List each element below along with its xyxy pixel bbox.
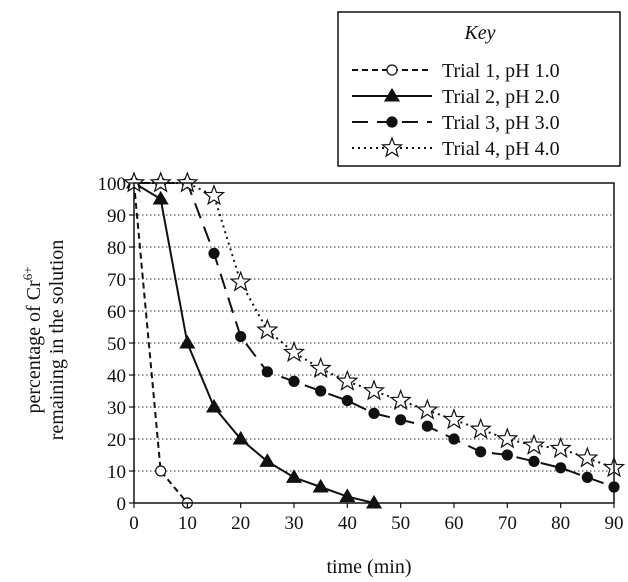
legend-marker-trial-2 [383,87,401,102]
data-point-trial-3 [421,420,433,432]
x-tick-label: 0 [129,513,139,534]
data-point-trial-4 [309,356,332,379]
y-tick-label: 90 [107,206,126,227]
data-point-trial-4 [469,417,492,439]
data-point-trial-1 [155,465,167,477]
data-point-trial-3 [501,449,513,461]
x-axis-label: time (min) [327,556,412,578]
y-axis-label: percentage of Cr6+ remaining in the solu… [20,240,68,441]
legend-label-trial-2: Trial 2, pH 2.0 [442,86,560,108]
data-point-trial-2 [232,430,249,445]
legend-title: Key [463,22,495,44]
legend-label-trial-4: Trial 4, pH 4.0 [442,138,560,160]
data-point-trial-3 [288,375,300,387]
x-tick-label: 80 [551,513,570,534]
grid-lines [134,214,614,472]
data-point-trial-4 [282,340,306,363]
data-point-trial-2 [312,478,329,493]
data-point-trial-4 [149,171,172,193]
data-point-trial-4 [362,379,386,401]
data-point-trial-4 [416,398,439,420]
y-tick-label: 70 [107,270,126,291]
data-point-trial-4 [522,433,546,455]
series-line-trial-3 [134,182,615,488]
y-tick-label: 20 [107,430,126,451]
y-axis-label-line2: remaining in the solution [46,240,68,441]
data-point-trial-3 [448,433,460,445]
legend-label-trial-3: Trial 3, pH 3.0 [442,112,560,134]
data-point-trial-4 [336,369,359,391]
y-tick-label: 0 [117,494,127,515]
data-point-trial-4 [549,436,572,459]
x-tick-label: 20 [231,513,250,534]
y-tick-label: 100 [98,174,127,195]
y-tick-label: 30 [107,398,126,419]
legend-marker-trial-1 [386,64,398,76]
y-tick-label: 40 [107,366,126,387]
data-point-trial-4 [496,427,519,449]
data-point-trial-2 [152,190,169,205]
y-tick-label: 50 [107,334,126,355]
data-point-trial-3 [315,385,327,397]
data-point-trial-2 [285,469,303,483]
x-tick-label: 50 [391,513,410,534]
x-tick-label: 40 [338,513,357,534]
data-point-trial-2 [259,453,276,467]
data-point-trial-4 [176,171,199,193]
x-tick-label: 70 [498,513,517,534]
data-point-trial-4 [202,184,226,206]
y-axis-label-line1: percentage of Cr [23,280,45,414]
data-point-trial-4 [229,270,252,292]
x-tick-label: 10 [178,513,197,534]
legend-box [337,11,621,167]
data-point-trial-4 [576,446,599,468]
data-point-trial-3 [261,366,273,378]
data-point-trial-3 [528,455,540,467]
y-axis-ticks: 0 10 20 30 40 50 60 70 80 90 100 [98,174,134,515]
series-line-trial-4 [134,182,615,469]
data-point-trial-3 [235,331,247,343]
y-axis-label-superscript: 6+ [20,266,35,280]
legend-marker-trial-3 [386,116,398,128]
series-markers [122,171,626,509]
data-point-trial-2 [339,488,356,503]
legend-label-trial-1: Trial 1, pH 1.0 [442,60,560,82]
data-point-trial-3 [581,471,593,483]
y-tick-label: 80 [107,238,126,259]
data-point-trial-2 [179,334,196,349]
data-point-trial-3 [341,395,353,407]
data-point-trial-4 [389,388,412,411]
y-tick-label: 10 [107,462,126,483]
x-tick-label: 60 [445,513,464,534]
data-point-trial-4 [442,408,466,430]
data-point-trial-3 [368,407,380,419]
svg-text:percentage of Cr6+: percentage of Cr6+ [20,266,45,413]
data-point-trial-2 [205,398,223,413]
data-point-trial-3 [555,462,567,474]
legend-marker-trial-4 [380,136,404,158]
data-point-trial-4 [256,318,279,340]
data-point-trial-3 [208,247,220,259]
x-tick-label: 30 [285,513,304,534]
x-tick-label: 90 [605,513,624,534]
data-point-trial-2 [365,494,383,509]
legend-items: Trial 1, pH 1.0 Trial 2, pH 2.0 Trial 3, p… [352,60,560,160]
y-tick-label: 60 [107,302,126,323]
x-axis-ticks: 0 10 20 30 40 50 60 70 80 90 [129,503,624,534]
data-point-trial-3 [475,446,487,458]
data-point-trial-3 [395,414,407,426]
series-line-trial-2 [133,182,375,504]
